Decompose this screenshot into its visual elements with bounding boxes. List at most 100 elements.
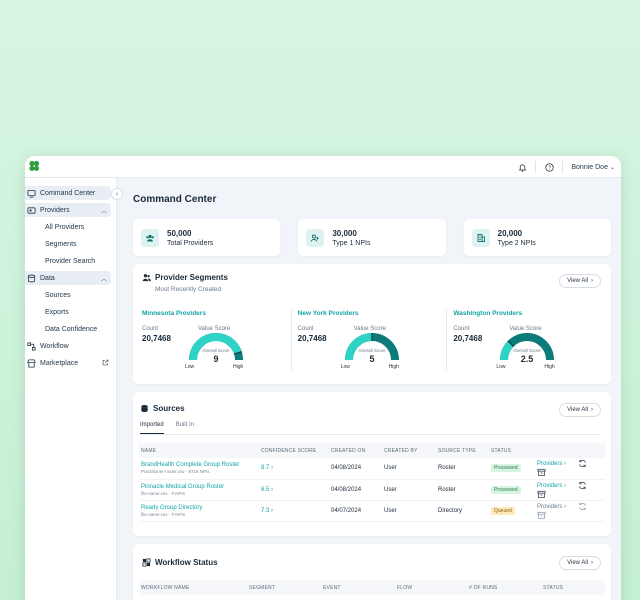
sidebar-item-data-confidence[interactable]: Data Confidence <box>45 325 98 333</box>
created-on: 04/08/2024 <box>329 458 382 480</box>
refresh-icon[interactable] <box>578 481 587 490</box>
sidebar-item-data[interactable]: Data ︿ <box>25 271 111 285</box>
column-header[interactable]: CREATED BY <box>382 443 436 458</box>
refresh-icon[interactable] <box>578 459 587 468</box>
sources-view-all-button[interactable]: View All › <box>559 403 601 417</box>
segment-name: Washington Providers <box>453 310 523 317</box>
sidebar-item-sources[interactable]: Sources <box>45 291 71 299</box>
sidebar-item-workflow[interactable]: Workflow <box>25 339 111 353</box>
column-header[interactable]: CONFIDENCE SCORE <box>259 443 329 458</box>
source-name-link[interactable]: Pinnacle Medical Group Roster <box>141 483 225 490</box>
gauge-fill <box>344 333 372 361</box>
sidebar-item-marketplace[interactable]: Marketplace <box>25 356 111 370</box>
source-name-link[interactable]: Ready Group Directory <box>141 504 203 511</box>
count-label: Count <box>142 326 159 332</box>
sidebar-item-provider-search[interactable]: Provider Search <box>45 257 96 265</box>
column-header[interactable]: CREATED ON <box>329 443 382 458</box>
tab-built-in[interactable]: Built In <box>175 422 195 428</box>
topbar-actions: ? Bonnie Doe ⌄ <box>517 156 615 178</box>
table-header-row: NAME CONFIDENCE SCORE CREATED ON CREATED… <box>139 443 605 458</box>
command-center-icon <box>27 189 36 198</box>
value-score-label: Value Score <box>198 326 231 332</box>
segments-subtitle: Most Recently Created <box>155 286 222 293</box>
sidebar-item-label: Data <box>40 274 55 282</box>
logo-icon[interactable] <box>28 160 40 172</box>
sources-tabs: Imported Built In <box>140 422 601 435</box>
sidebar-item-label: Providers <box>40 206 70 214</box>
providers-link[interactable]: Providers › <box>537 482 567 489</box>
stat-card-type1: 30,000 Type 1 NPIs <box>298 219 446 256</box>
sidebar-item-label: Workflow <box>40 342 69 350</box>
sidebar-item-all-providers[interactable]: All Providers <box>45 223 85 231</box>
source-file-info: file-name.csv · # NPIs <box>141 490 186 496</box>
sidebar-item-command-center[interactable]: Command Center <box>25 186 111 200</box>
app-window: ? Bonnie Doe ⌄ Command Center Providers … <box>25 156 621 600</box>
collapse-sidebar-button[interactable]: ‹ <box>111 188 123 200</box>
segment-count: 20,7468 <box>297 334 327 343</box>
confidence-score-link[interactable]: 8.7 › <box>261 465 274 472</box>
column-header[interactable]: SOURCE TYPE <box>436 443 489 458</box>
archive-icon[interactable] <box>537 511 546 520</box>
stats-row: 50,000 Total Providers 30,000 Type 1 NPI… <box>133 219 611 256</box>
segment-item[interactable]: Washington Providers Count 20,7468 Value… <box>446 310 602 370</box>
segment-item[interactable]: Minnesota Providers Count 20,7468 Value … <box>142 310 291 370</box>
archive-icon[interactable] <box>537 490 546 499</box>
gauge-high-label: High <box>233 364 244 370</box>
column-header[interactable]: NAME <box>139 443 259 458</box>
segments-view-all-button[interactable]: View All › <box>559 274 601 288</box>
sidebar-item-label: Command Center <box>40 189 96 197</box>
workflow-status-card: Workflow Status View All › WORKFLOW NAME… <box>133 544 611 600</box>
tab-imported[interactable]: Imported <box>140 422 164 434</box>
count-label: Count <box>453 326 470 332</box>
segment-name: New York Providers <box>297 310 359 317</box>
refresh-icon[interactable] <box>578 502 587 511</box>
column-header[interactable]: STATUS <box>541 580 605 595</box>
gauge-low-label: Low <box>185 364 195 370</box>
chevron-down-icon: ⌄ <box>609 164 615 171</box>
value-score-label: Value Score <box>509 326 542 332</box>
providers-link[interactable]: Providers › <box>537 503 567 510</box>
help-icon[interactable]: ? <box>544 162 554 172</box>
column-header[interactable]: SEGMENT <box>247 580 321 595</box>
divider <box>535 161 537 173</box>
workflow-icon <box>142 558 151 567</box>
sidebar-item-exports[interactable]: Exports <box>45 308 69 316</box>
confidence-score-link[interactable]: 6.5 › <box>261 486 274 493</box>
gauge-fill <box>500 340 515 361</box>
stat-label: Total Providers <box>167 239 214 247</box>
column-header[interactable]: STATUS <box>489 443 535 458</box>
stat-label: Type 1 NPIs <box>332 239 371 247</box>
building-icon <box>471 228 490 247</box>
providers-link[interactable]: Providers › <box>537 461 567 468</box>
workflow-title: Workflow Status <box>142 558 218 567</box>
segments-title: Provider Segments <box>142 273 228 282</box>
source-name-link[interactable]: BrandHealth Complete Group Roster <box>141 462 240 469</box>
sidebar-item-providers[interactable]: Providers ︿ <box>25 203 111 217</box>
archive-icon[interactable] <box>537 468 546 477</box>
bell-icon[interactable] <box>517 162 527 172</box>
user-menu[interactable]: Bonnie Doe ⌄ <box>571 164 615 171</box>
workflow-icon <box>27 341 36 351</box>
gauge-high-label: High <box>388 364 399 370</box>
table-row: BrandHealth Complete Group Roster Practit… <box>139 458 605 480</box>
column-header[interactable]: FLOW <box>395 580 467 595</box>
overall-score-value: 2.5 <box>521 354 534 364</box>
workflow-table: WORKFLOW NAME SEGMENT EVENT FLOW # OF RU… <box>139 580 605 595</box>
column-header[interactable]: EVENT <box>321 580 395 595</box>
page-title: Command Center <box>133 194 217 205</box>
workflow-view-all-button[interactable]: View All › <box>559 556 601 570</box>
source-type: Roster <box>436 458 489 480</box>
segment-item[interactable]: New York Providers Count 20,7468 Value S… <box>290 310 447 370</box>
table-row: Ready Group Directory file-name.csv · # N… <box>139 500 605 522</box>
created-on: 04/07/2024 <box>329 500 382 522</box>
gauge-fill <box>189 333 242 361</box>
confidence-score-link[interactable]: 7.3 › <box>261 507 274 514</box>
source-file-info: file-name.csv · # NPIs <box>141 511 186 517</box>
table-row: Pinnacle Medical Group Roster file-name.c… <box>139 479 605 501</box>
column-header[interactable]: WORKFLOW NAME <box>139 580 247 595</box>
sidebar-item-segments[interactable]: Segments <box>45 240 77 248</box>
sources-title: Sources <box>140 404 185 413</box>
column-header[interactable]: # OF RUNS <box>467 580 541 595</box>
